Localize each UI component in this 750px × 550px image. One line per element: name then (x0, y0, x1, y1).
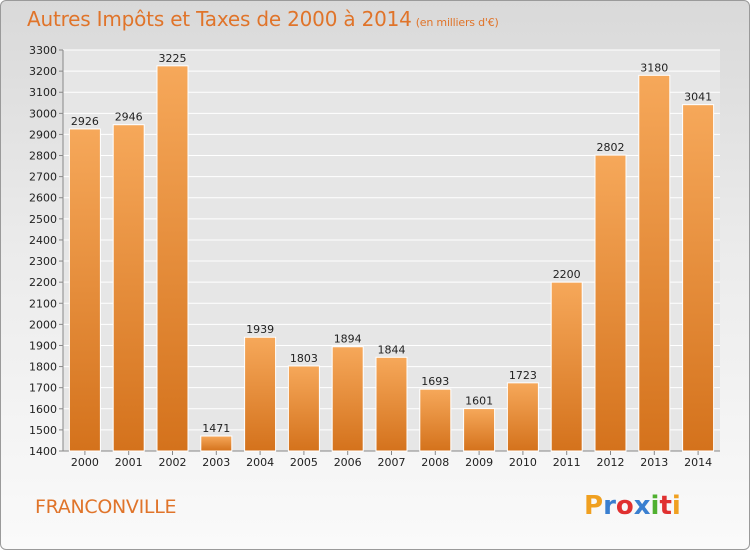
logo-letter: t (659, 491, 672, 521)
y-tick-label: 1400 (29, 445, 57, 458)
data-label: 1693 (421, 375, 449, 388)
data-label: 1939 (246, 323, 274, 336)
data-label: 1471 (202, 422, 230, 435)
chart-subtitle: (en milliers d'€) (415, 16, 499, 29)
x-tick-label: 2003 (202, 456, 230, 469)
chart-title: Autres Impôts et Taxes de 2000 à 2014 (en… (27, 7, 499, 31)
y-tick-label: 3000 (29, 107, 57, 120)
logo-letter: P (584, 491, 604, 521)
x-tick-label: 2001 (115, 456, 143, 469)
bar (375, 356, 408, 452)
city-name: FRANCONVILLE (35, 496, 177, 518)
data-label: 2946 (115, 111, 143, 124)
x-tick-label: 2011 (553, 456, 581, 469)
y-tick-label: 2200 (29, 276, 57, 289)
y-tick-label: 3100 (29, 86, 57, 99)
proxiti-logo: Proxiti (584, 491, 681, 521)
data-label: 1844 (378, 343, 406, 356)
y-tick-label: 1500 (29, 424, 57, 437)
logo-letter: x (633, 491, 651, 521)
x-tick-label: 2007 (378, 456, 406, 469)
data-label: 3041 (684, 91, 712, 104)
x-tick-label: 2013 (640, 456, 668, 469)
y-tick-label: 2600 (29, 192, 57, 205)
y-tick-label: 2400 (29, 234, 57, 247)
bar (594, 154, 627, 452)
bar (638, 74, 671, 452)
x-tick-label: 2004 (246, 456, 274, 469)
x-tick-label: 2012 (597, 456, 625, 469)
y-tick-label: 2700 (29, 171, 57, 184)
bar (244, 336, 277, 452)
y-tick-label: 2900 (29, 128, 57, 141)
x-tick-label: 2002 (159, 456, 187, 469)
data-label: 2926 (71, 115, 99, 128)
bar (287, 365, 320, 452)
data-label: 1723 (509, 369, 537, 382)
bar (200, 435, 233, 452)
data-label: 2200 (553, 268, 581, 281)
data-label: 2802 (597, 141, 625, 154)
x-tick-label: 2000 (71, 456, 99, 469)
x-tick-label: 2009 (465, 456, 493, 469)
chart-title-text: Autres Impôts et Taxes de 2000 à 2014 (27, 7, 412, 31)
bar (156, 65, 189, 452)
y-tick-label: 3300 (29, 44, 57, 57)
logo-letter: o (615, 491, 634, 521)
x-tick-label: 2006 (334, 456, 362, 469)
x-tick-label: 2008 (421, 456, 449, 469)
y-tick-label: 1800 (29, 361, 57, 374)
data-label: 1894 (334, 333, 362, 346)
data-label: 3180 (640, 61, 668, 74)
bar (68, 128, 101, 452)
x-tick-label: 2010 (509, 456, 537, 469)
bar (419, 388, 452, 452)
y-tick-label: 2100 (29, 297, 57, 310)
bar (331, 346, 364, 452)
y-tick-label: 1600 (29, 403, 57, 416)
data-label: 3225 (159, 52, 187, 65)
y-tick-label: 1700 (29, 382, 57, 395)
logo-letter: i (671, 491, 681, 521)
logo-letter: i (650, 491, 660, 521)
data-label: 1803 (290, 352, 318, 365)
y-tick-label: 2800 (29, 150, 57, 163)
bar (463, 408, 496, 452)
logo-letter: r (603, 491, 616, 521)
bar (506, 382, 539, 452)
bar (682, 104, 715, 452)
y-tick-label: 2500 (29, 213, 57, 226)
x-tick-label: 2014 (684, 456, 712, 469)
y-tick-label: 3200 (29, 65, 57, 78)
bar (112, 124, 145, 452)
data-label: 1601 (465, 395, 493, 408)
y-tick-label: 1900 (29, 339, 57, 352)
bar (550, 281, 583, 452)
y-tick-label: 2000 (29, 318, 57, 331)
x-tick-label: 2005 (290, 456, 318, 469)
y-tick-label: 2300 (29, 255, 57, 268)
